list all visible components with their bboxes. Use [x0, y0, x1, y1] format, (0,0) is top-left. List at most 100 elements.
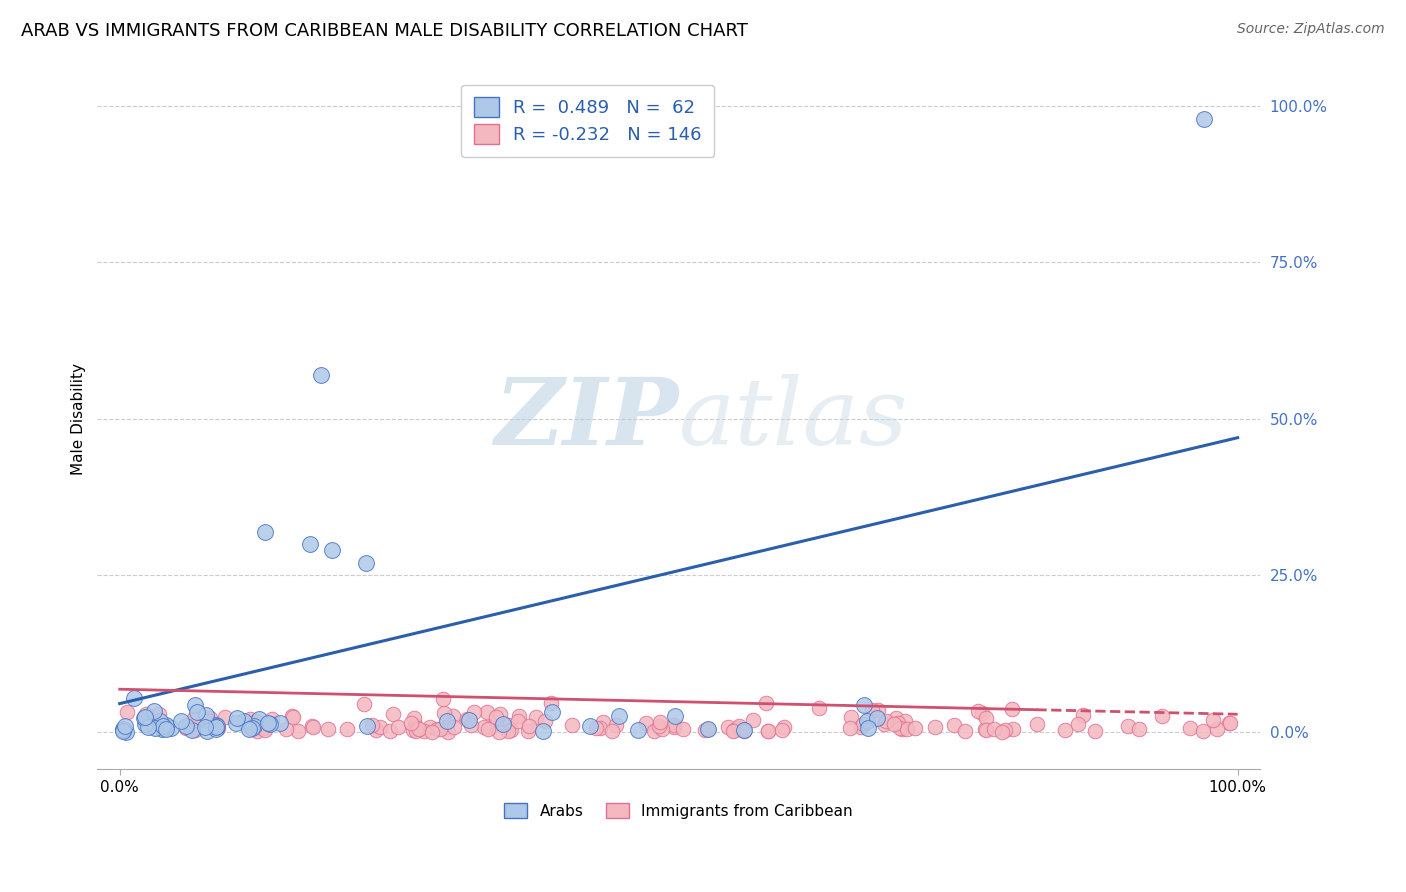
Point: [198, 711, 221, 725]
Point: [872, 717, 894, 731]
Point: [924, 720, 946, 734]
Point: [194, 719, 217, 733]
Point: [402, 723, 425, 737]
Point: [245, 720, 267, 734]
Point: [651, 723, 673, 737]
Point: [366, 723, 388, 737]
Point: [866, 711, 889, 725]
Point: [152, 722, 174, 736]
Point: [254, 524, 277, 539]
Point: [245, 714, 267, 728]
Point: [1002, 723, 1025, 737]
Point: [1202, 713, 1225, 727]
Point: [974, 711, 997, 725]
Point: [207, 721, 229, 735]
Point: [181, 723, 204, 737]
Point: [943, 718, 966, 732]
Point: [298, 537, 321, 551]
Point: [592, 715, 614, 730]
Point: [889, 721, 911, 735]
Point: [695, 723, 717, 738]
Point: [238, 722, 260, 736]
Point: [115, 724, 138, 739]
Point: [239, 712, 262, 726]
Point: [318, 722, 340, 736]
Point: [488, 707, 510, 722]
Point: [404, 718, 426, 732]
Point: [309, 368, 332, 383]
Point: [664, 709, 686, 723]
Point: [436, 724, 458, 739]
Point: [1067, 717, 1090, 731]
Point: [727, 721, 749, 735]
Point: [1218, 715, 1240, 730]
Point: [856, 714, 879, 728]
Point: [1084, 723, 1107, 738]
Point: [197, 714, 219, 728]
Point: [186, 705, 208, 719]
Point: [890, 722, 912, 736]
Point: [519, 719, 541, 733]
Point: [852, 717, 875, 731]
Point: [561, 718, 583, 732]
Point: [533, 714, 555, 728]
Point: [122, 691, 145, 706]
Point: [195, 723, 218, 738]
Point: [204, 719, 226, 733]
Point: [884, 711, 907, 725]
Point: [860, 703, 883, 717]
Point: [627, 723, 650, 737]
Point: [501, 723, 523, 737]
Point: [506, 714, 529, 728]
Point: [156, 718, 179, 732]
Point: [896, 722, 918, 736]
Point: [498, 718, 520, 732]
Point: [401, 716, 423, 731]
Text: #d0dce8: #d0dce8: [679, 418, 685, 419]
Point: [432, 691, 454, 706]
Point: [607, 708, 630, 723]
Point: [406, 721, 429, 735]
Point: [460, 717, 482, 731]
Point: [402, 711, 425, 725]
Point: [426, 722, 449, 736]
Point: [472, 721, 495, 735]
Point: [136, 720, 159, 734]
Point: [853, 698, 876, 712]
Point: [808, 701, 831, 715]
Point: [602, 723, 624, 738]
Point: [475, 706, 498, 720]
Point: [866, 703, 889, 717]
Point: [443, 720, 465, 734]
Point: [585, 721, 607, 735]
Point: [247, 712, 270, 726]
Point: [517, 723, 540, 738]
Point: [441, 708, 464, 723]
Point: [408, 722, 430, 736]
Point: [155, 718, 177, 732]
Point: [134, 710, 156, 724]
Point: [301, 718, 323, 732]
Point: [755, 696, 778, 710]
Point: [849, 720, 872, 734]
Point: [301, 720, 323, 734]
Point: [382, 707, 405, 722]
Point: [1026, 716, 1049, 731]
Point: [974, 723, 997, 738]
Point: [436, 714, 458, 728]
Point: [456, 712, 478, 726]
Point: [541, 705, 564, 719]
Point: [205, 718, 228, 732]
Point: [412, 723, 434, 738]
Text: Source: ZipAtlas.com: Source: ZipAtlas.com: [1237, 22, 1385, 37]
Point: [183, 711, 205, 725]
Point: [838, 721, 860, 735]
Point: [1205, 723, 1227, 737]
Point: [405, 723, 427, 738]
Point: [1071, 708, 1094, 723]
Point: [756, 724, 779, 739]
Point: [243, 719, 266, 733]
Point: [361, 718, 384, 732]
Point: [114, 719, 136, 733]
Point: [276, 723, 298, 737]
